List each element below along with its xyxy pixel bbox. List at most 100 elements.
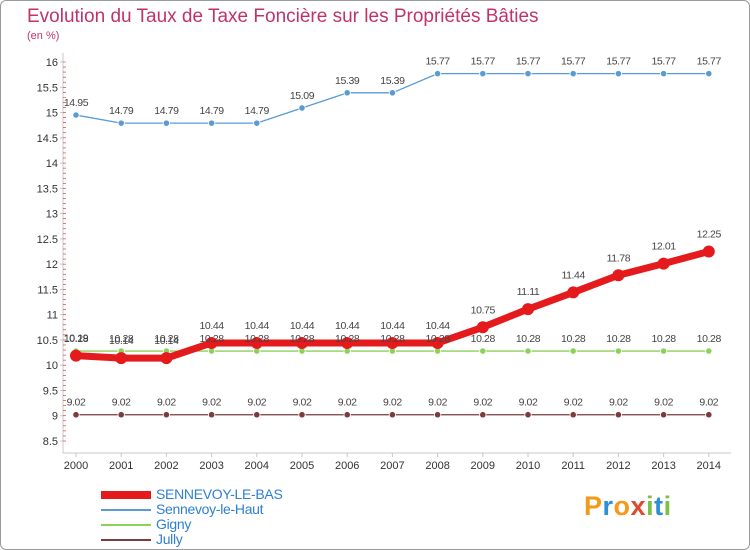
data-label: 9.02: [383, 397, 402, 409]
data-label: 10.44: [425, 320, 450, 332]
data-label: 9.02: [293, 397, 312, 409]
data-label: 10.28: [651, 333, 676, 345]
unit-label: (en %): [27, 30, 60, 42]
legend-item-sennevoy-le-bas[interactable]: SENNEVOY-LE-BAS: [101, 486, 361, 502]
y-tick-label: 11.5: [37, 284, 58, 296]
data-point: [72, 111, 80, 119]
data-label: 14.79: [245, 105, 270, 117]
legend-label: Gigny: [156, 516, 192, 532]
data-point: [162, 119, 170, 127]
data-point: [705, 70, 713, 78]
data-label: 9.02: [654, 397, 673, 409]
data-label: 9.02: [112, 397, 131, 409]
data-point: [522, 303, 534, 316]
legend-swatch: [101, 539, 151, 541]
data-point: [614, 347, 623, 355]
data-label: 10.44: [199, 320, 224, 332]
data-label: 15.77: [425, 56, 450, 68]
legend-item-gigny[interactable]: Gigny: [101, 516, 361, 532]
data-label: 10.44: [380, 320, 405, 332]
x-tick-label: 2005: [290, 460, 314, 472]
x-tick-label: 2006: [335, 460, 359, 472]
data-label: 15.77: [606, 56, 631, 68]
data-label: 10.75: [471, 304, 496, 316]
legend-label: Sennevoy-le-Haut: [156, 501, 264, 517]
proxiti-logo: Proxiti: [584, 491, 672, 522]
data-label: 10.44: [290, 320, 315, 332]
data-label: 10.28: [697, 333, 722, 345]
data-label: 14.79: [199, 105, 224, 117]
data-point: [705, 347, 713, 355]
data-point: [433, 70, 442, 78]
data-point: [524, 411, 532, 419]
data-point: [205, 336, 218, 349]
data-label: 10.14: [109, 335, 134, 347]
y-tick-label: 11: [47, 310, 58, 322]
x-tick-label: 2001: [109, 460, 133, 472]
y-tick-label: 8.5: [43, 436, 58, 448]
data-point: [343, 411, 351, 419]
y-tick-label: 10.5: [37, 335, 58, 347]
data-point: [524, 347, 532, 355]
logo-letter: o: [613, 491, 631, 521]
legend-item-jully[interactable]: Jully: [101, 531, 361, 547]
data-label: 14.95: [64, 97, 89, 109]
data-point: [433, 411, 442, 419]
data-label: 10.28: [606, 333, 631, 345]
data-label: 10.28: [199, 333, 224, 345]
data-label: 10.28: [64, 333, 89, 345]
data-label: 11.44: [561, 269, 585, 281]
data-label: 15.09: [290, 90, 315, 102]
y-tick-label: 15.5: [37, 82, 58, 94]
y-tick-label: 14: [46, 158, 58, 170]
legend-item-sennevoy-le-haut[interactable]: Sennevoy-le-Haut: [101, 501, 361, 517]
data-label: 9.02: [473, 397, 492, 409]
data-label: 9.02: [338, 397, 357, 409]
logo-letter: i: [646, 491, 655, 521]
data-label: 11.78: [607, 252, 631, 264]
data-point: [250, 336, 263, 349]
data-label: 10.28: [335, 333, 360, 345]
data-label: 10.28: [154, 333, 179, 345]
data-point: [298, 411, 306, 419]
y-tick-label: 9: [52, 411, 58, 423]
logo-letter: r: [602, 491, 614, 521]
x-tick-label: 2003: [199, 460, 223, 472]
data-label: 9.02: [519, 397, 538, 409]
data-label: 9.02: [699, 397, 718, 409]
data-label: 14.79: [109, 105, 134, 117]
x-tick-label: 2000: [64, 460, 88, 472]
legend-label: Jully: [156, 531, 183, 547]
x-tick-label: 2004: [245, 460, 269, 472]
legend-swatch: [101, 509, 151, 511]
x-tick-label: 2010: [516, 460, 540, 472]
data-point: [341, 336, 354, 349]
legend-label: SENNEVOY-LE-BAS: [156, 486, 283, 502]
data-point: [659, 347, 668, 355]
data-point: [705, 411, 713, 419]
data-point: [117, 411, 125, 419]
data-label: 15.77: [697, 56, 722, 68]
y-tick-label: 14.5: [37, 133, 58, 145]
data-point: [614, 411, 623, 419]
data-point: [657, 257, 670, 270]
data-point: [476, 321, 489, 334]
x-tick-label: 2014: [697, 460, 721, 472]
data-point: [117, 119, 125, 127]
data-label: 11.11: [517, 286, 540, 298]
data-point: [659, 411, 668, 419]
data-label: 15.77: [651, 56, 676, 68]
data-label: 14.79: [154, 105, 179, 117]
logo-letter: i: [663, 491, 672, 521]
y-tick-label: 16: [46, 57, 58, 69]
data-label: 15.77: [471, 56, 496, 68]
data-label: 9.02: [428, 397, 447, 409]
x-tick-label: 2011: [561, 460, 585, 472]
legend-swatch: [101, 491, 151, 499]
data-label: 15.39: [380, 75, 405, 87]
chart-title: Evolution du Taux de Taxe Foncière sur l…: [27, 6, 539, 27]
y-tick-label: 15: [46, 108, 58, 120]
data-point: [208, 411, 216, 419]
data-label: 10.28: [109, 333, 134, 345]
